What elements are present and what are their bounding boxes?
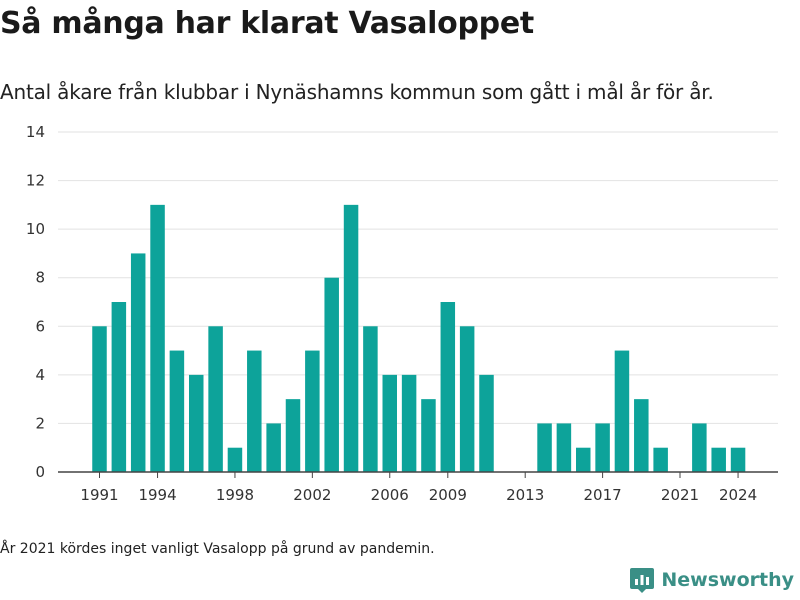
newsworthy-logo-icon <box>630 568 655 593</box>
bar-1999 <box>247 350 262 472</box>
bar-2002 <box>305 350 320 472</box>
y-tick-label: 12 <box>26 172 45 190</box>
bar-2016 <box>576 447 591 472</box>
bar-2015 <box>556 423 572 472</box>
bar-1996 <box>189 374 204 472</box>
axes <box>58 471 778 478</box>
brand-name: Newsworthy <box>661 569 794 591</box>
bar-1992 <box>111 302 127 472</box>
bar-2001 <box>285 399 301 472</box>
tick-labels: 0 2 4 6 8 10 12 14 1991 1994 1998 2002 2006 2009 2013 2… <box>26 123 757 504</box>
bar-2000 <box>266 423 281 472</box>
bar-2008 <box>421 399 436 472</box>
y-tick-label: 8 <box>35 269 45 287</box>
bar-2004 <box>343 204 359 473</box>
chart-subtitle: Antal åkare från klubbar i Nynäshamns ko… <box>0 80 714 104</box>
x-tick-label: 2009 <box>429 486 467 504</box>
bar-1998 <box>227 447 243 472</box>
bar-2023 <box>711 447 726 472</box>
grid-lines <box>58 131 778 424</box>
bar-2010 <box>459 326 475 472</box>
bar-chart: 0 2 4 6 8 10 12 14 1991 1994 1998 2002 2006 2009 2013 2… <box>26 123 778 504</box>
x-tick-label: 2002 <box>293 486 331 504</box>
bar-1997 <box>208 326 223 472</box>
bar-2018 <box>614 350 630 472</box>
y-tick-label: 2 <box>35 414 45 432</box>
x-tick-label: 2017 <box>584 486 622 504</box>
x-tick-label: 1994 <box>138 486 176 504</box>
y-tick-label: 14 <box>26 123 45 141</box>
x-tick-label: 2006 <box>371 486 409 504</box>
x-tick-label: 2013 <box>506 486 544 504</box>
brand-logo[interactable]: Newsworthy <box>629 566 794 594</box>
bars <box>92 204 746 473</box>
bar-2020 <box>653 447 668 472</box>
bar-2011 <box>479 374 494 472</box>
bar-2006 <box>382 374 397 472</box>
bar-2007 <box>401 374 417 472</box>
x-tick-label: 1998 <box>216 486 254 504</box>
x-tick-label: 1991 <box>80 486 118 504</box>
x-tick-label: 2024 <box>719 486 757 504</box>
footnote: År 2021 kördes inget vanligt Vasalopp på… <box>0 541 435 557</box>
bar-2022 <box>692 423 707 472</box>
bar-2005 <box>363 326 378 472</box>
y-tick-label: 4 <box>35 366 45 384</box>
bar-1994 <box>150 204 165 473</box>
bar-1995 <box>169 350 185 472</box>
chart-title: Så många har klarat Vasaloppet <box>0 6 534 41</box>
bar-1993 <box>130 253 146 472</box>
bar-2024 <box>730 447 746 472</box>
bar-2003 <box>324 277 339 472</box>
bar-2009 <box>440 302 456 472</box>
y-tick-label: 0 <box>35 463 45 481</box>
y-tick-label: 10 <box>26 220 45 238</box>
y-tick-label: 6 <box>35 317 45 335</box>
x-tick-label: 2021 <box>661 486 699 504</box>
bar-2014 <box>537 423 552 472</box>
bar-2017 <box>595 423 610 472</box>
bar-2019 <box>634 399 649 472</box>
bar-1991 <box>92 326 107 472</box>
